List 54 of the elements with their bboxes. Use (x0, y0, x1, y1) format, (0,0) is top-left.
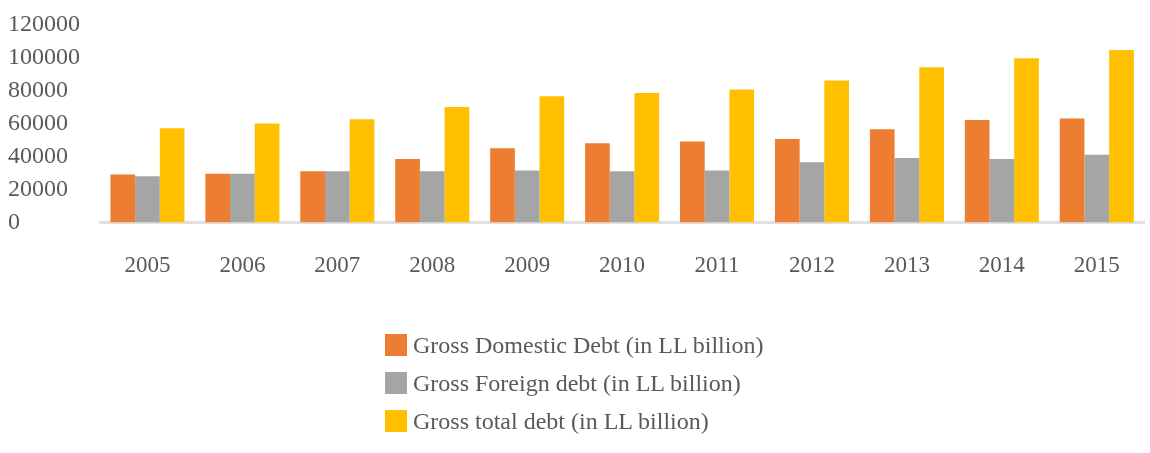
legend-label: Gross total debt (in LL billion) (413, 407, 709, 436)
bar (490, 148, 515, 223)
bar (585, 143, 610, 223)
x-tick-label: 2005 (124, 252, 171, 278)
x-tick-label: 2012 (788, 252, 835, 278)
bar (444, 106, 470, 223)
bar (609, 171, 635, 223)
bar (159, 128, 185, 223)
x-tick-label: 2007 (314, 252, 361, 278)
x-tick-label: 2014 (978, 252, 1026, 278)
bar (205, 173, 231, 223)
y-tick-label: 40000 (8, 141, 68, 168)
bar (1109, 49, 1134, 223)
y-tick-label: 0 (8, 207, 20, 234)
x-tick-label: 2010 (599, 252, 646, 278)
bar (680, 141, 705, 223)
x-tick-label: 2011 (694, 252, 740, 278)
bar (135, 176, 160, 223)
bar (349, 119, 375, 223)
y-tick-label: 80000 (8, 75, 68, 102)
x-tick-label: 2013 (883, 252, 930, 278)
bar (539, 96, 565, 223)
bar (254, 123, 280, 223)
bar (869, 129, 895, 223)
bar (419, 171, 445, 223)
bar (774, 139, 800, 223)
bar (395, 158, 420, 223)
x-tick-label: 2008 (409, 252, 456, 278)
bar (729, 89, 755, 223)
y-tick-label: 60000 (8, 108, 68, 135)
bar (324, 171, 350, 223)
legend-label: Gross Foreign debt (in LL billion) (413, 369, 741, 398)
bar (1014, 58, 1039, 223)
bar (964, 120, 990, 223)
y-tick-label: 120000 (8, 9, 80, 36)
bar (894, 158, 920, 223)
legend-label: Gross Domestic Debt (in LL billion) (413, 331, 764, 360)
bar (1059, 118, 1085, 223)
y-tick-label: 100000 (8, 42, 80, 69)
bar (634, 92, 660, 223)
bar (704, 170, 730, 223)
bar (300, 171, 325, 223)
bar (1084, 154, 1110, 223)
bar (514, 170, 540, 223)
x-tick-label: 2015 (1073, 252, 1120, 278)
x-tick-label: 2009 (504, 252, 551, 278)
x-tick-label: 2006 (219, 252, 266, 278)
bar (799, 162, 825, 223)
bar (919, 67, 944, 223)
bar (230, 173, 255, 223)
bar (989, 158, 1015, 223)
y-tick-label: 20000 (8, 174, 68, 201)
bar (824, 80, 849, 223)
bar (110, 174, 136, 223)
